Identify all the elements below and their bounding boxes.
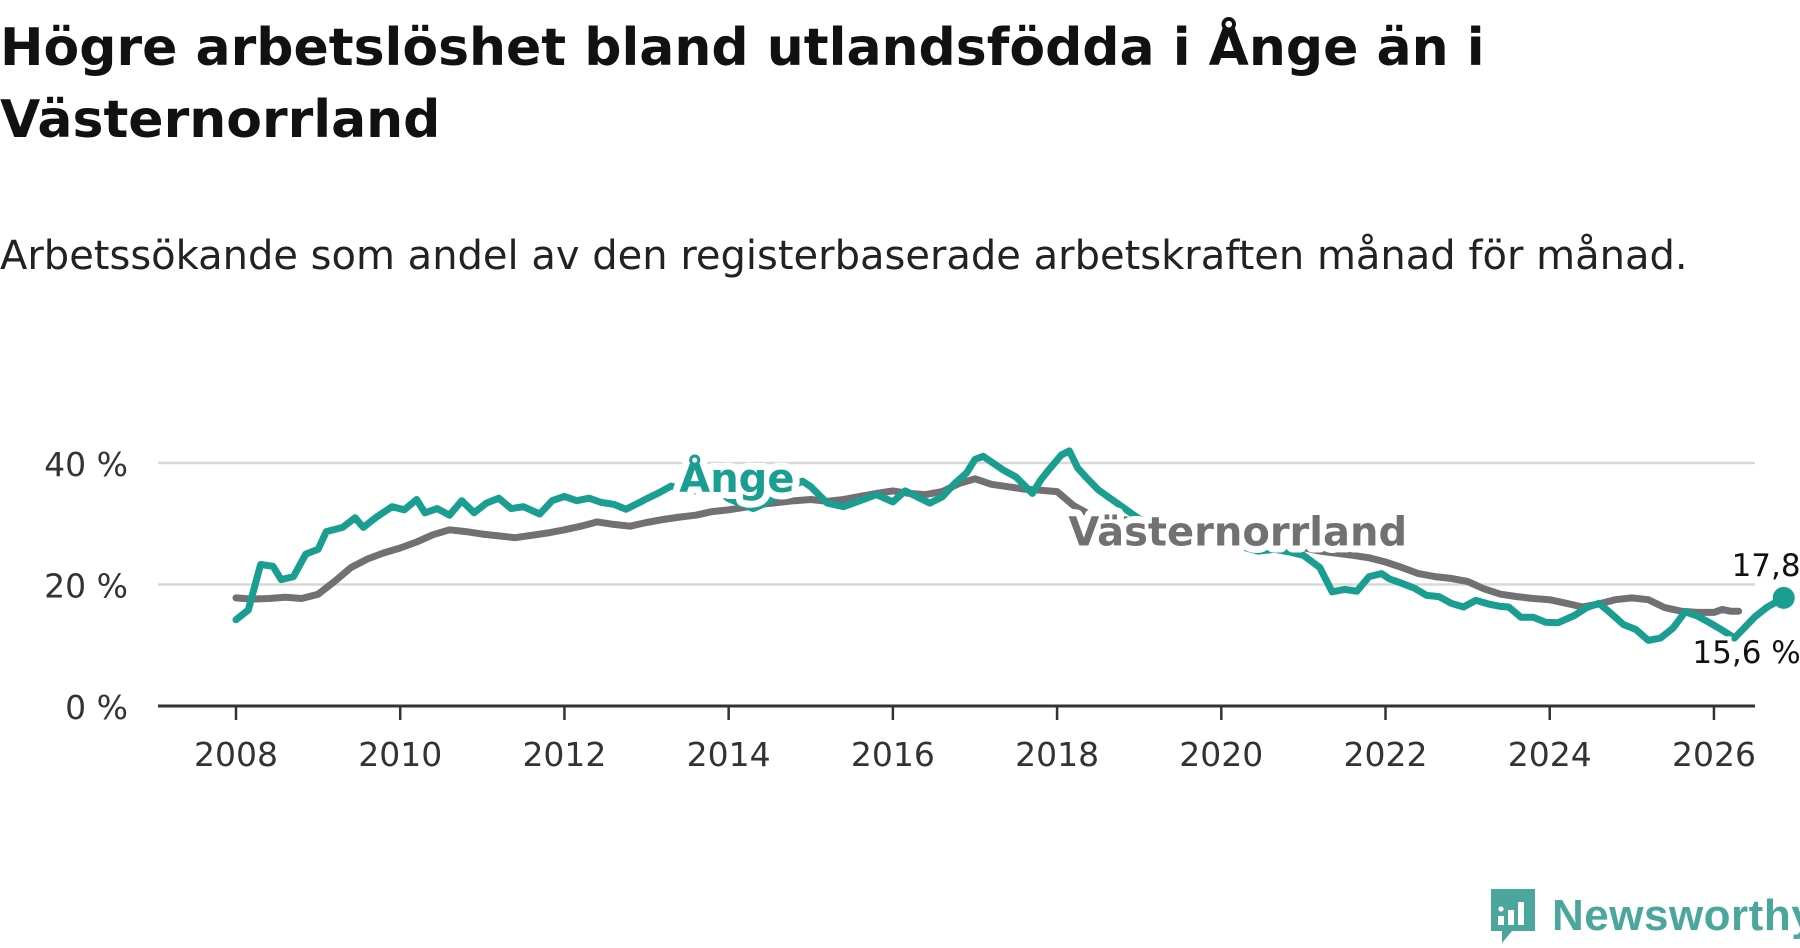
series-label-vasternorrland: Västernorrland [1068, 510, 1407, 556]
x-tick-label-2022: 2022 [1344, 735, 1428, 774]
x-tick-label-2010: 2010 [358, 735, 442, 774]
newsworthy-logo-icon [1491, 889, 1535, 943]
x-tick-label-2012: 2012 [522, 735, 606, 774]
end-label-ange: 17,8 % [1732, 548, 1800, 584]
x-tick-label-2020: 2020 [1179, 735, 1263, 774]
y-tick-label-20: 20 % [44, 567, 128, 606]
x-tick-label-2016: 2016 [851, 735, 935, 774]
y-tick-label-0: 0 % [65, 688, 128, 727]
end-point-ange [1772, 586, 1795, 609]
x-tick-label-2008: 2008 [194, 735, 278, 774]
brand-logo: Newsworthy [1488, 886, 1800, 946]
series-label-ange: Ånge [679, 453, 794, 502]
x-tick-label-2026: 2026 [1672, 735, 1756, 774]
x-tick-label-2014: 2014 [687, 735, 771, 774]
series-line-ange [232, 447, 1788, 644]
chart-title: Högre arbetslöshet bland utlandsfödda i … [0, 18, 1485, 150]
end-label-vasternorrland: 15,6 % [1692, 635, 1800, 671]
brand-name: Newsworthy [1552, 891, 1800, 940]
series-line-vasternorrland [232, 475, 1743, 616]
x-tick-label-2024: 2024 [1508, 735, 1592, 774]
x-tick-label-2018: 2018 [1015, 735, 1099, 774]
y-tick-label-40: 40 % [44, 445, 128, 484]
chart-subtitle: Arbetssökande som andel av den registerb… [0, 233, 1688, 279]
